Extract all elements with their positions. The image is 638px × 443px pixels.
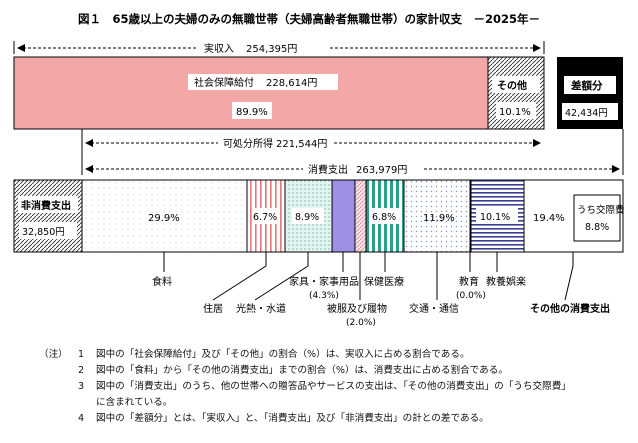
note-2-text: 図中の「食料」から「その他の消費支出」までの割合（%）は、消費支出に占める割合で… [96,365,508,376]
consumption-value: 263,979円 [356,165,407,176]
non-consumption-label-box [18,196,78,213]
other-income-name: その他 [497,79,527,92]
other-income-share: 10.1% [499,107,531,118]
label-education: 教育 [459,275,479,288]
note-2-no: 2 [78,365,85,376]
income-label: 実収入 [204,42,234,55]
kosai-box [573,194,621,242]
income-range: 実収入 254,395円 [13,41,545,55]
non-consumption-value: 32,850円 [22,227,65,238]
utilities-share-box [292,208,324,224]
label-medical: 保健医療 [364,275,404,288]
deficit-label-box [564,76,616,94]
food-segment [81,179,248,253]
non-consumption-name: 非消費支出 [21,199,71,212]
kosai-share: 8.8% [585,222,609,233]
disposable-label: 可処分所得 [223,137,273,150]
medical-share-box [371,208,399,224]
medical-share: 6.8% [372,212,396,223]
chart-title: 図１ 65歳以上の夫婦のみの無職世帯（夫婦高齢者無職世帯）の家計収支 －2025… [78,12,540,26]
note-3-cont: に含まれている。 [96,397,173,408]
label-furniture: 家具・家事用品 [289,275,359,288]
label-clothing-share: (2.0%) [346,318,376,328]
non-consumption-value-box [19,222,77,239]
label-transport: 交通・通信 [409,302,459,315]
note-4-text: 図中の「差額分」とは、「実収入」と、「消費支出」及び「非消費支出」の計との差であ… [96,413,489,424]
kosai-title: うち交際費 [577,204,625,216]
label-other-consumption: その他の消費支出 [530,302,610,315]
category-labels: 食料 住居 光熱・水道 家具・家事用品 (4.3%) 被服及び履物 (2.0%)… [152,275,610,328]
deficit-name: 差額分 [571,79,603,92]
other-consumption-share: 19.4% [533,213,565,224]
label-utilities: 光熱・水道 [236,302,286,315]
disposable-value: 221,544円 [276,139,327,150]
category-leaders [163,252,574,301]
note-4-no: 4 [78,413,85,424]
utilities-share: 8.9% [295,212,319,223]
expenditure-bar: 非消費支出 32,850円 29.9% 6.7% 8.9% 6.8% 11.9%… [13,179,625,253]
label-education-share: (0.0%) [456,291,486,301]
housing-share: 6.7% [253,212,277,223]
label-food: 食料 [152,275,172,288]
social-security-label-box [188,74,338,90]
clothing-segment [354,179,367,253]
other-income-share-box [496,102,536,119]
deficit-value-box [562,103,618,120]
consumption-range: 消費支出 263,979円 [85,129,624,176]
social-security-name: 社会保障給付 [194,76,254,89]
furniture-segment [331,179,356,253]
label-clothing: 被服及び履物 [327,302,387,315]
consumption-label: 消費支出 [308,163,348,176]
label-furniture-share: (4.3%) [309,291,339,301]
notes-head: （注） [39,349,68,360]
note-1-text: 図中の「社会保障給付」及び「その他」の割合（%）は、実収入に占める割合である。 [96,349,470,360]
note-1-no: 1 [78,349,85,360]
deficit-value: 42,434円 [565,108,608,119]
food-share: 29.9% [148,213,180,224]
note-3-text: 図中の「消費支出」のうち、他の世帯への贈答品やサービスの支出は、「その他の消費支… [96,381,571,392]
disposable-income-range: 可処分所得 221,544円 [81,129,541,175]
transport-share: 11.9% [423,213,455,224]
transport-segment [403,179,471,253]
other-income-label-box [492,76,540,93]
housing-share-box [252,208,280,224]
income-value: 254,395円 [246,44,297,55]
social-security-share-box [232,102,272,119]
label-recreation: 教養娯楽 [486,275,526,288]
label-housing: 住居 [203,302,223,315]
social-security-share: 89.9% [236,107,268,118]
recreation-share-box [476,208,518,224]
non-consumption-segment [13,179,83,253]
income-bar: 社会保障給付 228,614円 89.9% その他 10.1% 差額分 42,4… [13,56,623,130]
social-security-value: 228,614円 [266,78,317,89]
recreation-share: 10.1% [480,212,510,223]
note-3-no: 3 [78,381,85,392]
